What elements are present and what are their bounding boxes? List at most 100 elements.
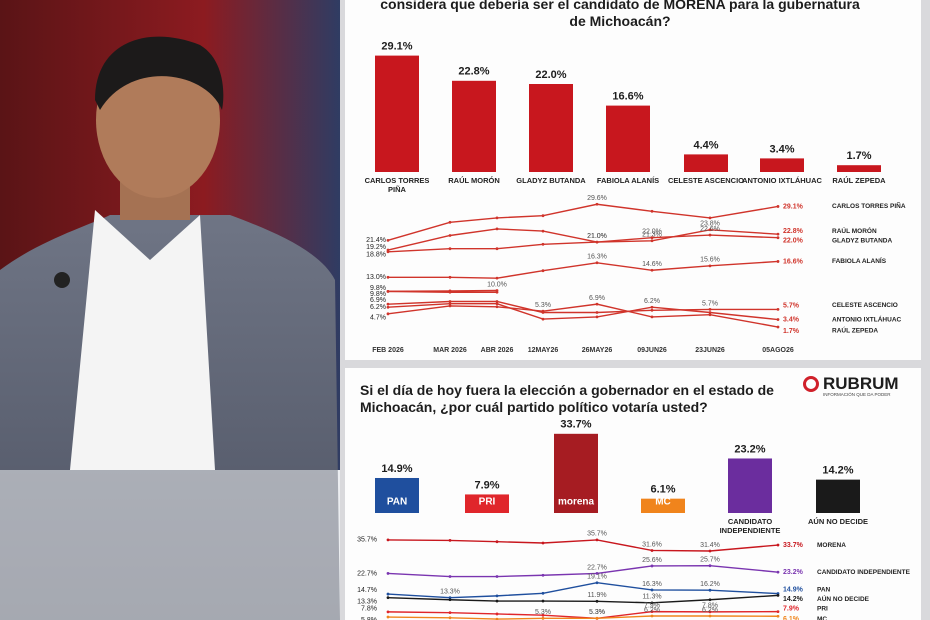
legend-label: RAÚL MORÓN bbox=[832, 226, 877, 235]
value-label: 16.3% bbox=[642, 581, 662, 588]
point bbox=[386, 305, 390, 309]
point bbox=[595, 616, 599, 620]
point bbox=[708, 598, 712, 602]
point bbox=[541, 229, 545, 233]
line bbox=[387, 203, 779, 242]
value-label: 7.8% bbox=[361, 606, 377, 613]
point bbox=[448, 300, 452, 303]
point bbox=[595, 315, 599, 319]
value-label: 21.0% bbox=[587, 233, 607, 240]
value-label: 16.3% bbox=[587, 254, 607, 261]
value-label: 14.9% bbox=[381, 463, 412, 475]
point bbox=[495, 617, 499, 620]
point bbox=[495, 594, 499, 598]
legend-label: MORENA bbox=[817, 542, 846, 549]
value-label: 7.8% bbox=[702, 603, 718, 610]
value-label: 5.3% bbox=[589, 609, 605, 616]
value-label: 3.4% bbox=[769, 143, 794, 155]
point bbox=[495, 227, 499, 231]
value-label: 16.2% bbox=[700, 581, 720, 588]
point bbox=[448, 302, 452, 306]
value-label: 7.9% bbox=[644, 602, 660, 609]
point bbox=[386, 250, 390, 254]
point bbox=[448, 611, 452, 615]
line bbox=[387, 582, 779, 599]
point bbox=[595, 311, 599, 314]
point bbox=[650, 209, 654, 213]
value-label: 35.7% bbox=[587, 531, 607, 538]
value-label: 19.2% bbox=[366, 244, 386, 251]
category-label: CANDIDATO INDEPENDIENTE bbox=[719, 517, 781, 535]
value-label: 22.7% bbox=[357, 570, 377, 577]
line bbox=[387, 564, 779, 578]
value-label: 6.2% bbox=[370, 304, 386, 311]
line bbox=[388, 260, 779, 279]
value-label: 21.3% bbox=[642, 232, 662, 239]
value-label: 6.2% bbox=[644, 607, 660, 614]
point bbox=[708, 610, 712, 614]
bar bbox=[554, 433, 598, 513]
chart-title: considera que debería ser el candidato d… bbox=[380, 0, 860, 29]
point bbox=[448, 598, 452, 602]
point bbox=[495, 290, 499, 294]
logo-tagline: INFORMACIÓN QUE DA PODER bbox=[823, 392, 891, 397]
point bbox=[386, 592, 390, 596]
point bbox=[495, 575, 499, 578]
value-label: 6.1% bbox=[783, 616, 800, 620]
bar bbox=[760, 158, 804, 172]
category-label: RAÚL MORÓN bbox=[448, 176, 500, 185]
point bbox=[495, 216, 499, 220]
point bbox=[541, 541, 545, 545]
point bbox=[541, 242, 545, 246]
point bbox=[541, 214, 545, 218]
bar bbox=[606, 105, 650, 172]
point bbox=[776, 614, 780, 618]
point bbox=[448, 220, 452, 224]
value-label: 22.0% bbox=[783, 238, 804, 245]
category-label: PAN bbox=[387, 497, 407, 508]
point bbox=[448, 275, 452, 279]
bar bbox=[375, 55, 419, 172]
point bbox=[448, 596, 452, 600]
value-label: 14.6% bbox=[642, 261, 662, 268]
value-label: 21.0% bbox=[587, 233, 607, 240]
value-label: 29.1% bbox=[381, 41, 412, 53]
point bbox=[386, 572, 390, 575]
point bbox=[708, 264, 712, 268]
point bbox=[541, 317, 545, 321]
logo-text: RUBRUM bbox=[823, 374, 899, 393]
value-label: 16.6% bbox=[783, 258, 804, 265]
bar bbox=[816, 479, 860, 513]
point bbox=[776, 205, 780, 208]
line bbox=[387, 228, 779, 251]
point bbox=[650, 601, 654, 605]
bar bbox=[452, 80, 496, 172]
line bbox=[387, 594, 779, 604]
value-label: 25.7% bbox=[700, 557, 720, 564]
point bbox=[386, 610, 390, 614]
value-label: 5.8% bbox=[361, 617, 377, 620]
point bbox=[386, 302, 390, 306]
value-label: 5.7% bbox=[702, 300, 718, 307]
point bbox=[595, 572, 599, 575]
line bbox=[387, 300, 778, 314]
value-label: 9.8% bbox=[370, 285, 386, 292]
legend-label: CELESTE ASCENCIO bbox=[832, 302, 898, 309]
point bbox=[650, 588, 654, 592]
point bbox=[650, 610, 654, 614]
value-label: 21.4% bbox=[366, 237, 386, 244]
value-label: 23.2% bbox=[734, 443, 765, 455]
legend-label: ANTONIO IXTLÁHUAC bbox=[832, 314, 902, 323]
point bbox=[708, 588, 712, 592]
point bbox=[776, 593, 780, 597]
point bbox=[708, 216, 712, 220]
photo bbox=[0, 0, 340, 620]
value-label: 5.7% bbox=[783, 302, 800, 309]
point bbox=[776, 260, 780, 263]
point bbox=[595, 599, 599, 603]
point bbox=[650, 315, 654, 319]
value-label: 5.3% bbox=[535, 302, 551, 309]
value-label: 16.6% bbox=[612, 91, 643, 103]
